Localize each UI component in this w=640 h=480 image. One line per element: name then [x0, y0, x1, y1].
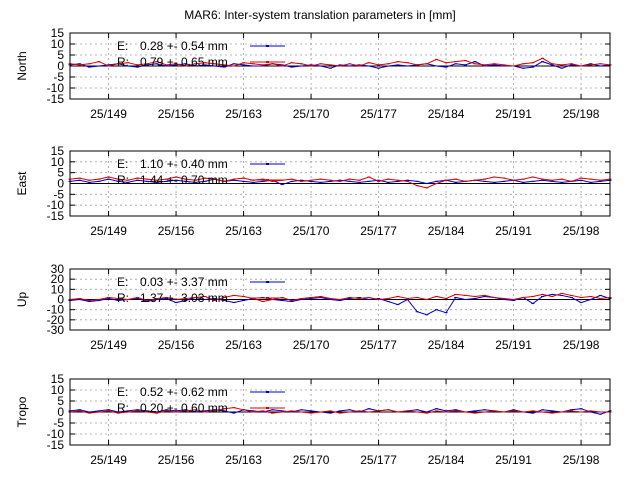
chart-title: MAR6: Inter-system translation parameter… — [184, 8, 456, 22]
legend-key: E: — [117, 275, 128, 289]
x-tick-label: 25/184 — [428, 338, 465, 352]
plot-frame — [69, 150, 611, 217]
legend-key: R: — [117, 401, 129, 415]
y-tick-label: -30 — [47, 323, 65, 337]
x-tick-label: 25/170 — [293, 453, 330, 467]
y-axis-label: Up — [15, 292, 29, 308]
x-tick-label: 25/163 — [225, 107, 262, 121]
legend-key: E: — [117, 39, 128, 53]
x-tick-label: 25/170 — [293, 107, 330, 121]
x-tick-label: 25/163 — [225, 224, 262, 238]
legend-text: 1.37 +- 3.03 mm — [140, 291, 228, 305]
legend-key: R: — [117, 173, 129, 187]
x-tick-label: 25/156 — [158, 453, 195, 467]
plot-frame — [69, 268, 611, 331]
y-tick-label: 10 — [51, 37, 65, 51]
x-tick-label: 25/184 — [428, 224, 465, 238]
x-tick-label: 25/198 — [563, 107, 600, 121]
y-tick-label: -10 — [47, 198, 65, 212]
plot-frame — [69, 378, 611, 446]
y-tick-label: 5 — [57, 48, 64, 62]
legend-text: 1.44 +- 0.70 mm — [140, 173, 228, 187]
legend-key: R: — [117, 55, 129, 69]
plot-frame — [69, 32, 611, 100]
y-tick-label: 5 — [57, 166, 64, 180]
x-tick-label: 25/184 — [428, 453, 465, 467]
x-tick-label: 25/191 — [495, 338, 532, 352]
legend-key: E: — [117, 385, 128, 399]
y-tick-label: 0 — [57, 59, 64, 73]
y-tick-label: 10 — [51, 383, 65, 397]
x-tick-label: 25/156 — [158, 224, 195, 238]
y-tick-label: 20 — [51, 272, 65, 286]
y-tick-label: -5 — [53, 70, 64, 84]
x-tick-label: 25/170 — [293, 224, 330, 238]
x-tick-label: 25/191 — [495, 224, 532, 238]
y-axis-label: East — [15, 171, 29, 196]
x-tick-label: 25/163 — [225, 338, 262, 352]
x-tick-label: 25/177 — [360, 338, 397, 352]
y-tick-label: 0 — [57, 405, 64, 419]
x-tick-label: 25/191 — [495, 453, 532, 467]
x-tick-label: 25/149 — [90, 338, 127, 352]
y-tick-label: 0 — [57, 177, 64, 191]
y-tick-label: -15 — [47, 438, 65, 452]
y-tick-label: 15 — [51, 144, 65, 158]
x-tick-label: 25/184 — [428, 107, 465, 121]
y-tick-label: 15 — [51, 372, 65, 386]
y-tick-label: 0 — [57, 293, 64, 307]
y-axis-label: Tropo — [15, 396, 29, 427]
y-tick-label: 30 — [51, 262, 65, 276]
legend-text: 0.28 +- 0.54 mm — [140, 39, 228, 53]
y-tick-label: -15 — [47, 209, 65, 223]
x-tick-label: 25/177 — [360, 224, 397, 238]
x-tick-label: 25/163 — [225, 453, 262, 467]
x-tick-label: 25/177 — [360, 453, 397, 467]
y-tick-label: 10 — [51, 155, 65, 169]
legend-text: 0.03 +- 3.37 mm — [140, 275, 228, 289]
legend-text: 1.10 +- 0.40 mm — [140, 157, 228, 171]
y-tick-label: 10 — [51, 282, 65, 296]
x-tick-label: 25/156 — [158, 338, 195, 352]
x-tick-label: 25/177 — [360, 107, 397, 121]
y-tick-label: -10 — [47, 303, 65, 317]
y-tick-label: -15 — [47, 92, 65, 106]
y-tick-label: 15 — [51, 26, 65, 40]
legend-text: 0.20 +- 0.60 mm — [140, 401, 228, 415]
legend-key: R: — [117, 291, 129, 305]
x-tick-label: 25/191 — [495, 107, 532, 121]
y-tick-label: -10 — [47, 427, 65, 441]
y-axis-label: North — [15, 51, 29, 80]
x-tick-label: 25/149 — [90, 224, 127, 238]
y-tick-label: -5 — [53, 187, 64, 201]
x-tick-label: 25/198 — [563, 338, 600, 352]
y-tick-label: 5 — [57, 394, 64, 408]
legend-key: E: — [117, 157, 128, 171]
x-tick-label: 25/170 — [293, 338, 330, 352]
y-tick-label: -10 — [47, 81, 65, 95]
x-tick-label: 25/149 — [90, 453, 127, 467]
legend-text: 0.79 +- 0.65 mm — [140, 55, 228, 69]
x-tick-label: 25/149 — [90, 107, 127, 121]
y-tick-label: -5 — [53, 416, 64, 430]
y-tick-label: -20 — [47, 313, 65, 327]
x-tick-label: 25/198 — [563, 224, 600, 238]
x-tick-label: 25/198 — [563, 453, 600, 467]
legend-text: 0.52 +- 0.62 mm — [140, 385, 228, 399]
x-tick-label: 25/156 — [158, 107, 195, 121]
